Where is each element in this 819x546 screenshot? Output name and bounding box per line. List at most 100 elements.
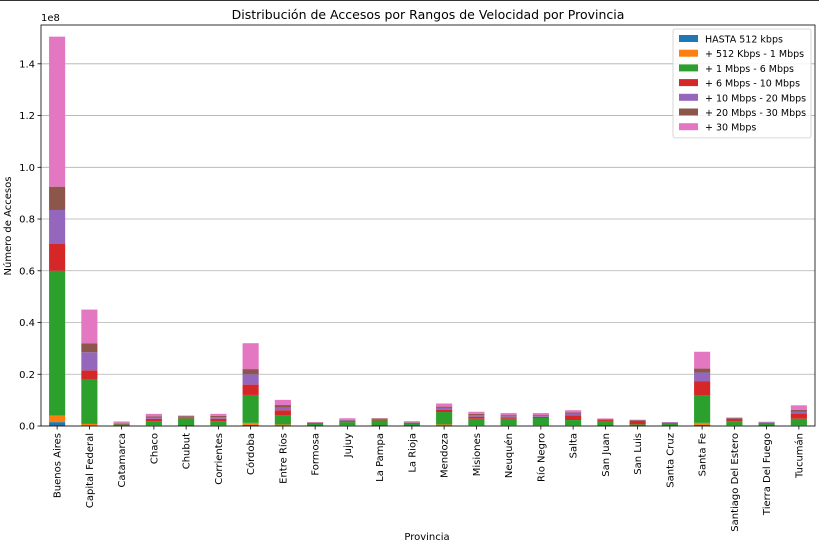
bar-segment bbox=[274, 407, 291, 411]
bar-segment bbox=[307, 422, 324, 424]
bar-segment bbox=[113, 421, 130, 423]
bar-segment bbox=[49, 209, 66, 244]
bar-segment bbox=[339, 425, 356, 426]
x-tick-label: La Rioja bbox=[407, 433, 418, 473]
bar-segment bbox=[81, 423, 98, 426]
x-tick-label: Tucumán bbox=[793, 433, 805, 479]
bar-segment bbox=[178, 416, 195, 417]
y-tick-label: 0.0 bbox=[19, 422, 35, 433]
bar-segment bbox=[145, 421, 162, 426]
bar-segment bbox=[468, 415, 485, 417]
bar-segment bbox=[694, 422, 711, 425]
bar-segment bbox=[113, 423, 130, 425]
x-tick-label: Corrientes bbox=[214, 433, 225, 485]
bar-segment bbox=[500, 418, 517, 426]
bar-segment bbox=[436, 403, 453, 407]
bar-segment bbox=[242, 369, 259, 375]
legend-swatch bbox=[679, 108, 698, 116]
bar-segment bbox=[532, 416, 549, 417]
bar-segment bbox=[565, 412, 582, 414]
bar-segment bbox=[274, 405, 291, 408]
x-tick-label: San Luis bbox=[633, 433, 644, 475]
bar-segment bbox=[81, 379, 98, 424]
bar-segment bbox=[210, 417, 227, 419]
bar-segment bbox=[597, 420, 614, 426]
bar-segment bbox=[274, 415, 291, 425]
bar-segment bbox=[758, 421, 775, 423]
bars-layer bbox=[49, 36, 807, 426]
bar-segment bbox=[210, 421, 227, 426]
legend-box bbox=[672, 28, 812, 139]
bar-segment bbox=[565, 410, 582, 413]
bar-segment bbox=[532, 425, 549, 426]
bar-segment bbox=[81, 309, 98, 344]
bar-segment bbox=[629, 424, 646, 426]
bar-segment bbox=[790, 425, 807, 426]
bar-segment bbox=[565, 425, 582, 426]
bar-segment bbox=[661, 423, 678, 424]
bar-segment bbox=[210, 418, 227, 422]
bar-segment bbox=[790, 405, 807, 410]
bar-segment bbox=[242, 424, 259, 426]
bar-segment bbox=[339, 422, 356, 426]
bar-segment bbox=[758, 422, 775, 424]
bar-segment bbox=[694, 424, 711, 426]
axes-layer bbox=[40, 24, 816, 427]
bar-segment bbox=[694, 351, 711, 369]
legend-swatch bbox=[679, 123, 698, 131]
bar-segment bbox=[790, 409, 807, 412]
bar-segment bbox=[274, 399, 291, 406]
x-ticks: Buenos Aires Capital Federal Catamarca Chac… bbox=[53, 426, 805, 532]
bar-segment bbox=[758, 423, 775, 426]
bar-segment bbox=[758, 423, 775, 424]
x-tick-label: Río Negro bbox=[535, 433, 547, 482]
bar-segment bbox=[468, 416, 485, 419]
legend-label: HASTA 512 kbps bbox=[705, 35, 783, 46]
bar-segment bbox=[436, 412, 453, 425]
bar-segment bbox=[49, 422, 66, 426]
bar-segment bbox=[436, 406, 453, 408]
bar-segment bbox=[81, 370, 98, 380]
bar-segment bbox=[403, 422, 420, 423]
chart-title: Distribución de Accesos por Rangos de Ve… bbox=[232, 7, 625, 22]
bar-segment bbox=[339, 421, 356, 423]
x-tick-label: Tierra Del Fuego bbox=[762, 433, 773, 516]
x-tick-label: Misiones bbox=[472, 433, 483, 476]
y-tick-label: 1.2 bbox=[19, 111, 35, 122]
x-tick-label: Santa Fe bbox=[698, 433, 709, 476]
bar-segment bbox=[597, 418, 614, 419]
bar-segment bbox=[210, 415, 227, 418]
bar-segment bbox=[532, 413, 549, 416]
bar-segment bbox=[565, 420, 582, 426]
bar-segment bbox=[790, 411, 807, 414]
bar-segment bbox=[532, 416, 549, 418]
window-top-border bbox=[0, 0, 819, 1]
bar-segment bbox=[468, 418, 485, 426]
bar-segment bbox=[145, 413, 162, 417]
legend-swatch bbox=[679, 79, 698, 87]
bar-segment bbox=[500, 413, 517, 416]
bar-segment bbox=[145, 425, 162, 426]
bar-segment bbox=[726, 418, 743, 422]
bar-segment bbox=[274, 410, 291, 416]
bar-segment bbox=[532, 417, 549, 426]
x-tick-label: Mendoza bbox=[440, 433, 451, 478]
bar-segment bbox=[436, 424, 453, 426]
bar-segment bbox=[790, 413, 807, 419]
bar-segment bbox=[242, 394, 259, 423]
bar-segment bbox=[178, 415, 195, 417]
x-tick-label: Neuquén bbox=[503, 433, 515, 478]
grid-lines bbox=[41, 63, 815, 427]
bar-segment bbox=[242, 343, 259, 370]
bar-segment bbox=[436, 409, 453, 413]
bar-segment bbox=[629, 420, 646, 425]
legend-label: + 6 Mbps - 10 Mbps bbox=[705, 79, 800, 90]
bar-segment bbox=[339, 419, 356, 421]
x-tick-label: Córdoba bbox=[245, 433, 257, 475]
bar-segment bbox=[629, 419, 646, 421]
bar-segment bbox=[210, 413, 227, 416]
legend-swatch bbox=[679, 35, 698, 42]
bar-segment bbox=[113, 422, 130, 424]
bar-segment bbox=[49, 186, 66, 210]
y-tick-label: 0.8 bbox=[19, 215, 35, 226]
